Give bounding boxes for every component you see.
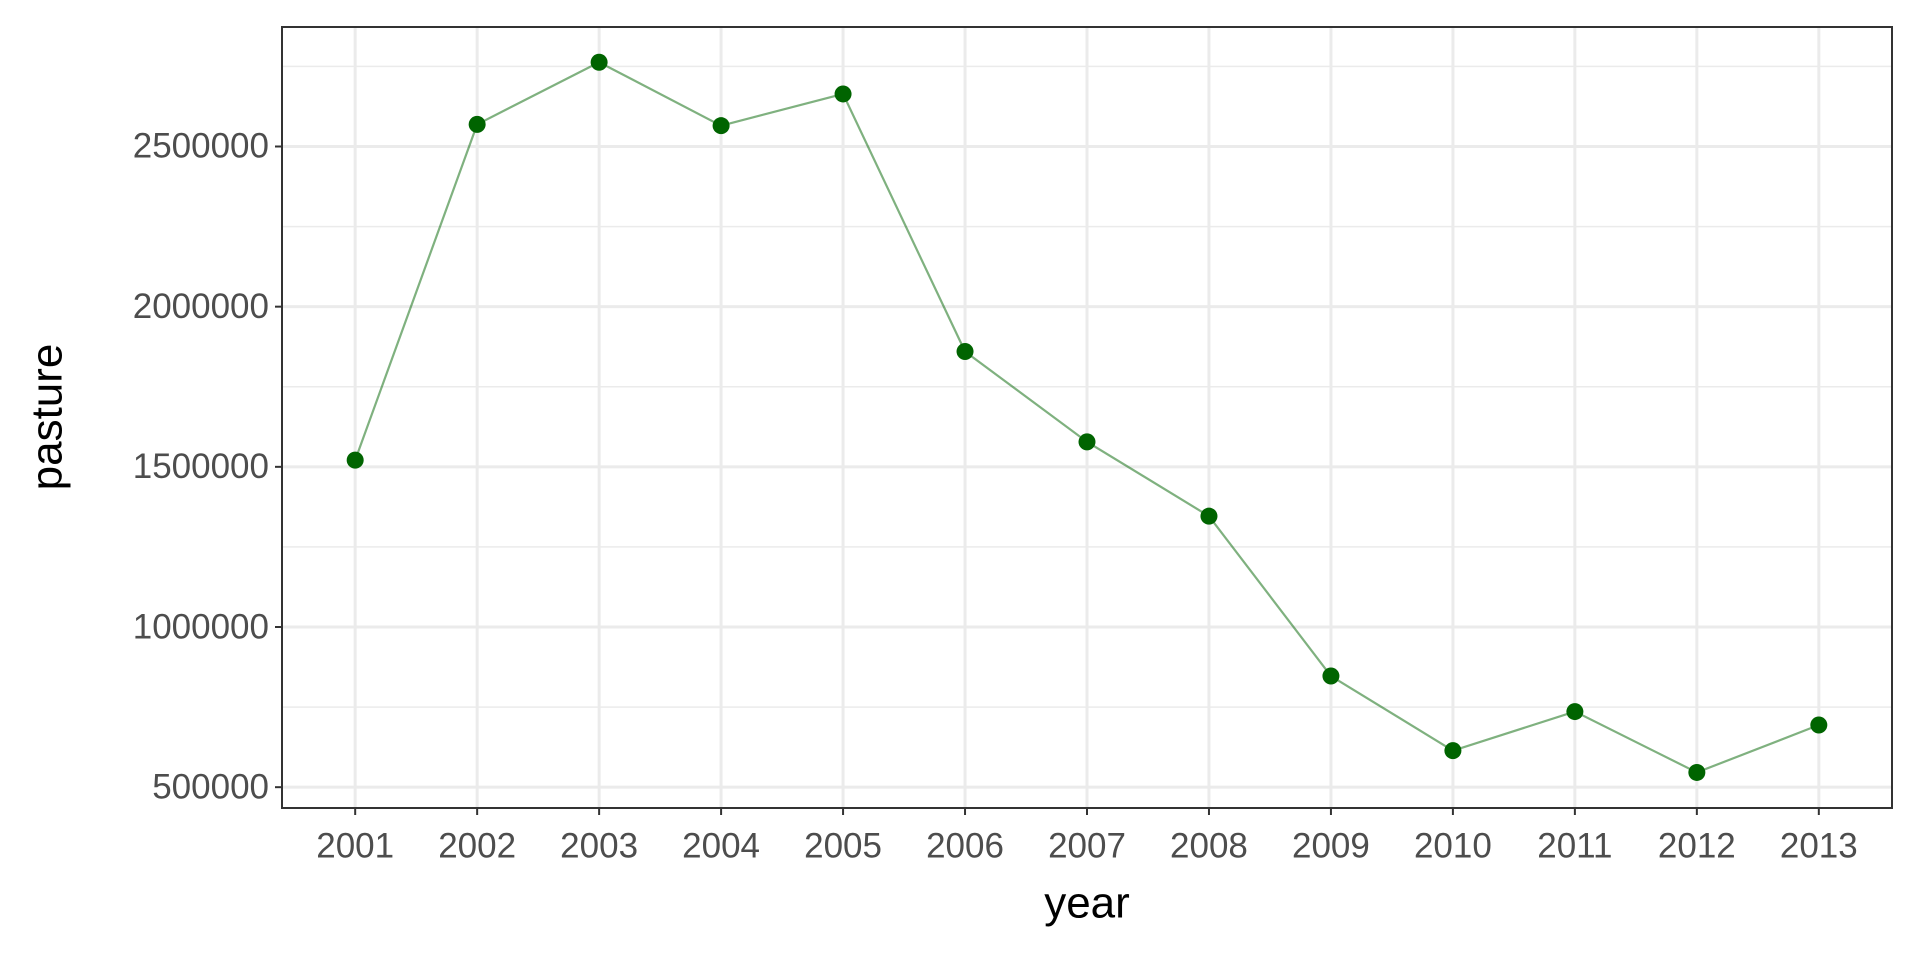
data-point [346,451,364,469]
plot-border [281,26,1893,809]
data-point [1444,742,1462,760]
data-point [956,343,974,361]
data-point [834,85,852,103]
x-tick-label: 2010 [1414,826,1492,865]
y-tick-label: 2500000 [133,127,269,166]
data-point [590,53,608,71]
y-tick-label: 500000 [152,767,269,806]
x-tick-label: 2004 [682,826,760,865]
x-tick-label: 2009 [1292,826,1370,865]
x-tick-label: 2005 [804,826,882,865]
data-point [1322,667,1340,685]
x-tick-label: 2008 [1170,826,1248,865]
y-tick-label: 1500000 [133,447,269,486]
x-tick-label: 2007 [1048,826,1126,865]
data-point [1200,507,1218,525]
data-point [1078,433,1096,451]
data-point [1566,703,1584,721]
x-tick-label: 2002 [438,826,516,865]
data-point [1810,716,1828,734]
x-tick-label: 2013 [1780,826,1858,865]
x-axis-title: year [1044,879,1130,928]
x-tick-label: 2006 [926,826,1004,865]
data-point [468,115,486,133]
y-axis-title: pasture [23,344,72,491]
data-point [712,117,730,135]
x-tick-label: 2012 [1658,826,1736,865]
x-tick-label: 2011 [1537,826,1612,865]
x-tick-label: 2001 [316,826,394,865]
data-point [1688,763,1706,781]
y-tick-label: 1000000 [133,607,269,646]
x-tick-label: 2003 [560,826,638,865]
y-tick-label: 2000000 [133,287,269,326]
